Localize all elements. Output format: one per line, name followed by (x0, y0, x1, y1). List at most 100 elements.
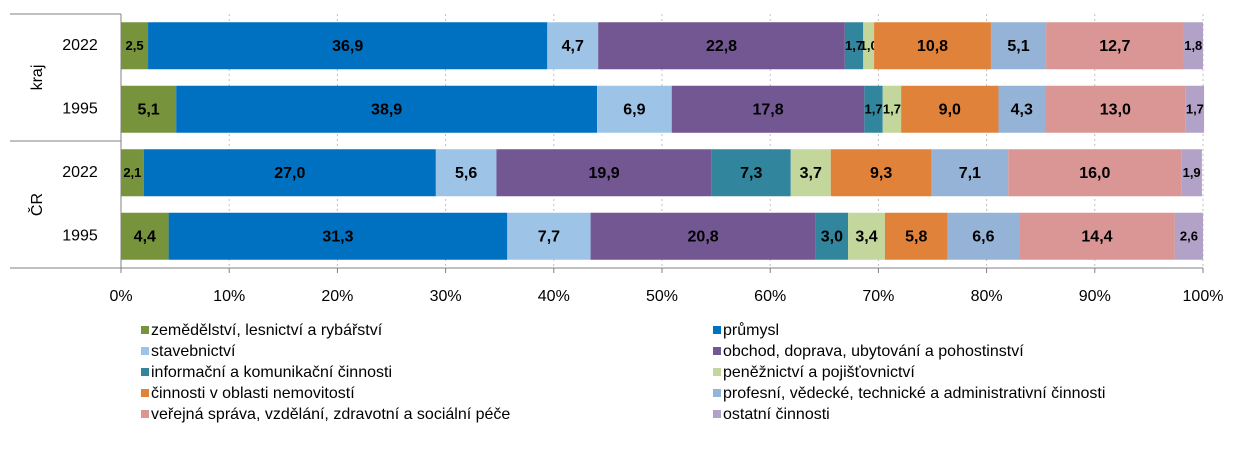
bar-segment (1185, 85, 1205, 133)
bar-segment (1046, 22, 1184, 70)
legend-marker (713, 326, 721, 334)
bar-segment (547, 22, 599, 70)
y-tick-label: 1995 (62, 100, 98, 117)
x-tick-label: 40% (538, 288, 570, 305)
value-label: 10,8 (917, 38, 948, 55)
value-label: 5,8 (905, 228, 927, 245)
legend-marker (141, 410, 149, 418)
value-label: 4,7 (562, 38, 584, 55)
y-tick-label: 1995 (62, 227, 98, 244)
x-tick-label: 20% (321, 288, 353, 305)
bar-segment (884, 212, 948, 260)
value-label: 16,0 (1079, 165, 1110, 182)
legend-marker (141, 326, 149, 334)
legend-label: veřejná správa, vzdělání, zdravotní a so… (151, 406, 510, 423)
legend-marker (141, 389, 149, 397)
bar-segment (435, 149, 497, 197)
legend-marker (141, 347, 149, 355)
bar-segment (176, 85, 598, 133)
bar-segment (1045, 85, 1186, 133)
value-label: 1,7 (864, 102, 882, 117)
value-label: 1,7 (1186, 102, 1204, 117)
value-label: 38,9 (371, 101, 402, 118)
value-label: 9,3 (870, 165, 892, 182)
legend-label: obchod, doprava, ubytování a pohostinstv… (723, 343, 1024, 360)
bar-segment (864, 85, 883, 133)
value-label: 2,1 (123, 165, 141, 180)
legend-marker (141, 368, 149, 376)
bar-segment (1008, 149, 1182, 197)
bar-segment (863, 22, 875, 70)
value-label: 1,8 (1184, 38, 1202, 53)
group-label: ČR (27, 193, 46, 216)
value-label: 20,8 (688, 228, 719, 245)
legend-label: peněžnictví a pojišťovnictví (723, 364, 915, 381)
legend-marker (713, 389, 721, 397)
value-label: 7,3 (740, 165, 762, 182)
group-label: kraj (29, 65, 46, 91)
value-label: 14,4 (1081, 228, 1112, 245)
value-label: 1,7 (883, 102, 901, 117)
value-label: 5,6 (455, 165, 477, 182)
legend-label: ostatní činnosti (723, 406, 830, 423)
bar-segment (990, 22, 1047, 70)
bar-segment (931, 149, 1009, 197)
bar-segment (830, 149, 932, 197)
bar-segment (790, 149, 831, 197)
value-label: 3,7 (800, 165, 822, 182)
bar-segment (1181, 149, 1202, 197)
bar-segment (998, 85, 1046, 133)
bar-segment (844, 22, 864, 70)
bar-segment (815, 212, 849, 260)
x-tick-label: 50% (646, 288, 678, 305)
legend-marker (713, 347, 721, 355)
bar-segment (848, 212, 885, 260)
bar-segment (671, 85, 865, 133)
bar-segment (507, 212, 591, 260)
value-label: 4,4 (134, 228, 156, 245)
legend-label: stavebnictví (151, 343, 236, 360)
value-label: 3,4 (855, 228, 877, 245)
bar-segment (597, 85, 672, 133)
bar-segment (1174, 212, 1203, 260)
value-label: 1,0 (860, 38, 878, 53)
bar-segment (598, 22, 845, 70)
legend-label: zemědělství, lesnictví a rybářství (151, 322, 383, 339)
bar-segment (496, 149, 712, 197)
legend-label: profesní, vědecké, technické a administr… (723, 385, 1105, 402)
legend-label: činnosti v oblasti nemovitostí (151, 385, 355, 402)
bar-segment (901, 85, 999, 133)
x-tick-label: 70% (862, 288, 894, 305)
value-label: 9,0 (939, 101, 961, 118)
value-label: 5,1 (1007, 38, 1029, 55)
bar-segment (711, 149, 791, 197)
value-label: 2,5 (125, 38, 143, 53)
bar-segment (1183, 22, 1203, 70)
legend-marker (713, 410, 721, 418)
x-tick-label: 0% (109, 288, 132, 305)
y-tick-label: 2022 (62, 164, 98, 181)
value-label: 12,7 (1099, 38, 1130, 55)
bar-segment (121, 149, 144, 197)
value-label: 2,6 (1180, 229, 1198, 244)
value-label: 7,1 (959, 165, 981, 182)
value-label: 13,0 (1100, 101, 1131, 118)
x-tick-label: 10% (213, 288, 245, 305)
bar-segment (590, 212, 816, 260)
bar-segment (168, 212, 508, 260)
legend-label: průmysl (723, 321, 779, 339)
bar-segment (143, 149, 436, 197)
x-tick-label: 90% (1079, 288, 1111, 305)
value-label: 6,6 (972, 228, 994, 245)
value-label: 36,9 (332, 38, 363, 55)
value-label: 19,9 (589, 165, 620, 182)
bar-segment (121, 212, 169, 260)
value-label: 17,8 (752, 101, 783, 118)
bar-segment (882, 85, 902, 133)
legend-marker (713, 368, 721, 376)
value-label: 1,9 (1183, 165, 1201, 180)
bar-segment (874, 22, 991, 70)
bar-segment (121, 85, 177, 133)
value-label: 31,3 (322, 228, 353, 245)
value-label: 1,7 (845, 38, 863, 53)
